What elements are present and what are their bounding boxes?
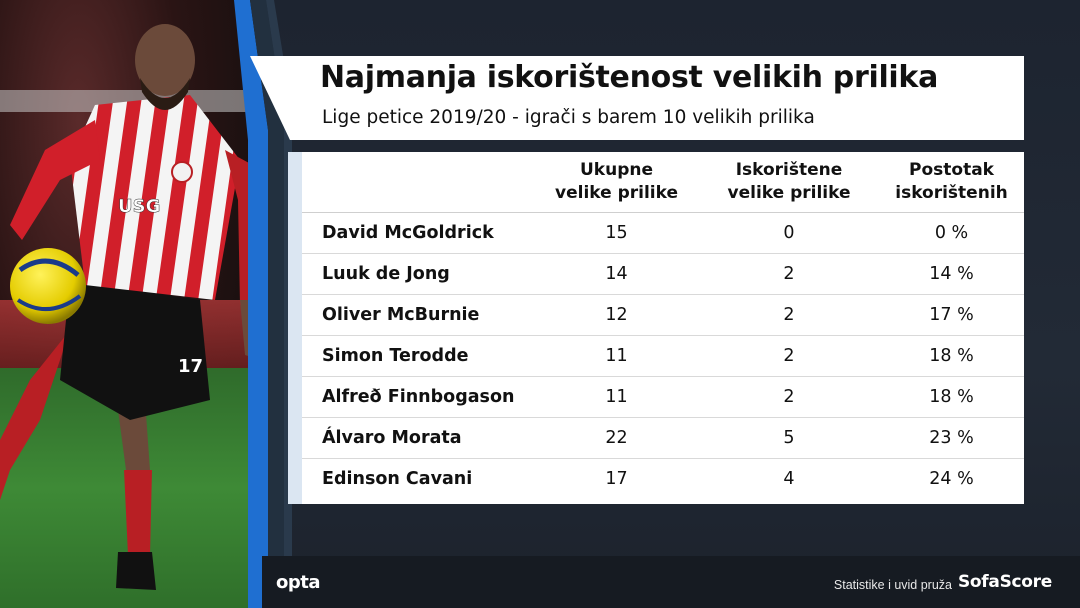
player-name: Álvaro Morata — [302, 417, 534, 459]
converted-big-chances: 4 — [699, 458, 879, 499]
header-conversion-rate: Postotak iskorištenih — [895, 160, 1008, 203]
shirt-number: 17 — [178, 356, 203, 377]
total-big-chances: 14 — [534, 253, 699, 295]
table-card-edge — [288, 152, 302, 504]
table-row: Oliver McBurnie 12 2 17 % — [302, 294, 1024, 336]
conversion-rate: 17 % — [879, 294, 1024, 336]
converted-big-chances: 2 — [699, 335, 879, 377]
converted-big-chances: 2 — [699, 253, 879, 295]
total-big-chances: 11 — [534, 376, 699, 418]
stats-table: Ukupne velike prilike Iskorištene velike… — [302, 152, 1024, 499]
footer-bar — [262, 556, 1080, 608]
player-name: Edinson Cavani — [302, 458, 534, 499]
club-crest-icon — [171, 161, 193, 183]
converted-big-chances: 2 — [699, 294, 879, 336]
table-header-row: Ukupne velike prilike Iskorištene velike… — [302, 152, 1024, 213]
conversion-rate: 14 % — [879, 253, 1024, 295]
table-row: Álvaro Morata 22 5 23 % — [302, 417, 1024, 459]
table-row: Alfreð Finnbogason 11 2 18 % — [302, 376, 1024, 418]
table-row: Simon Terodde 11 2 18 % — [302, 335, 1024, 377]
total-big-chances: 15 — [534, 212, 699, 254]
footer-credit: Statistike i uvid pruža — [833, 578, 952, 592]
conversion-rate: 18 % — [879, 376, 1024, 418]
title-card-wedge — [250, 56, 290, 140]
conversion-rate: 23 % — [879, 417, 1024, 459]
page-title: Najmanja iskorištenost velikih prilika — [320, 60, 939, 95]
player-name: Alfreð Finnbogason — [302, 376, 534, 418]
opta-logo: opta — [276, 572, 321, 593]
table-row: David McGoldrick 15 0 0 % — [302, 212, 1024, 254]
player-photo: 17 USG — [0, 0, 262, 608]
player-name: Oliver McBurnie — [302, 294, 534, 336]
table-row: Edinson Cavani 17 4 24 % — [302, 458, 1024, 499]
total-big-chances: 17 — [534, 458, 699, 499]
player-name: Luuk de Jong — [302, 253, 534, 295]
conversion-rate: 0 % — [879, 212, 1024, 254]
converted-big-chances: 5 — [699, 417, 879, 459]
table-row: Luuk de Jong 14 2 14 % — [302, 253, 1024, 295]
title-card — [290, 56, 1024, 140]
header-converted-big-chances: Iskorištene velike prilike — [727, 160, 851, 203]
total-big-chances: 12 — [534, 294, 699, 336]
blue-accent-frame — [234, 0, 292, 608]
player-name: David McGoldrick — [302, 212, 534, 254]
converted-big-chances: 0 — [699, 212, 879, 254]
sofascore-logo: SofaScore — [957, 572, 1052, 592]
total-big-chances: 22 — [534, 417, 699, 459]
header-player — [302, 152, 534, 213]
header-total-big-chances: Ukupne velike prilike — [555, 160, 678, 203]
converted-big-chances: 2 — [699, 376, 879, 418]
shirt-sponsor: USG — [118, 196, 160, 217]
conversion-rate: 24 % — [879, 458, 1024, 499]
page-subtitle: Lige petice 2019/20 - igrači s barem 10 … — [322, 107, 815, 128]
conversion-rate: 18 % — [879, 335, 1024, 377]
total-big-chances: 11 — [534, 335, 699, 377]
player-name: Simon Terodde — [302, 335, 534, 377]
